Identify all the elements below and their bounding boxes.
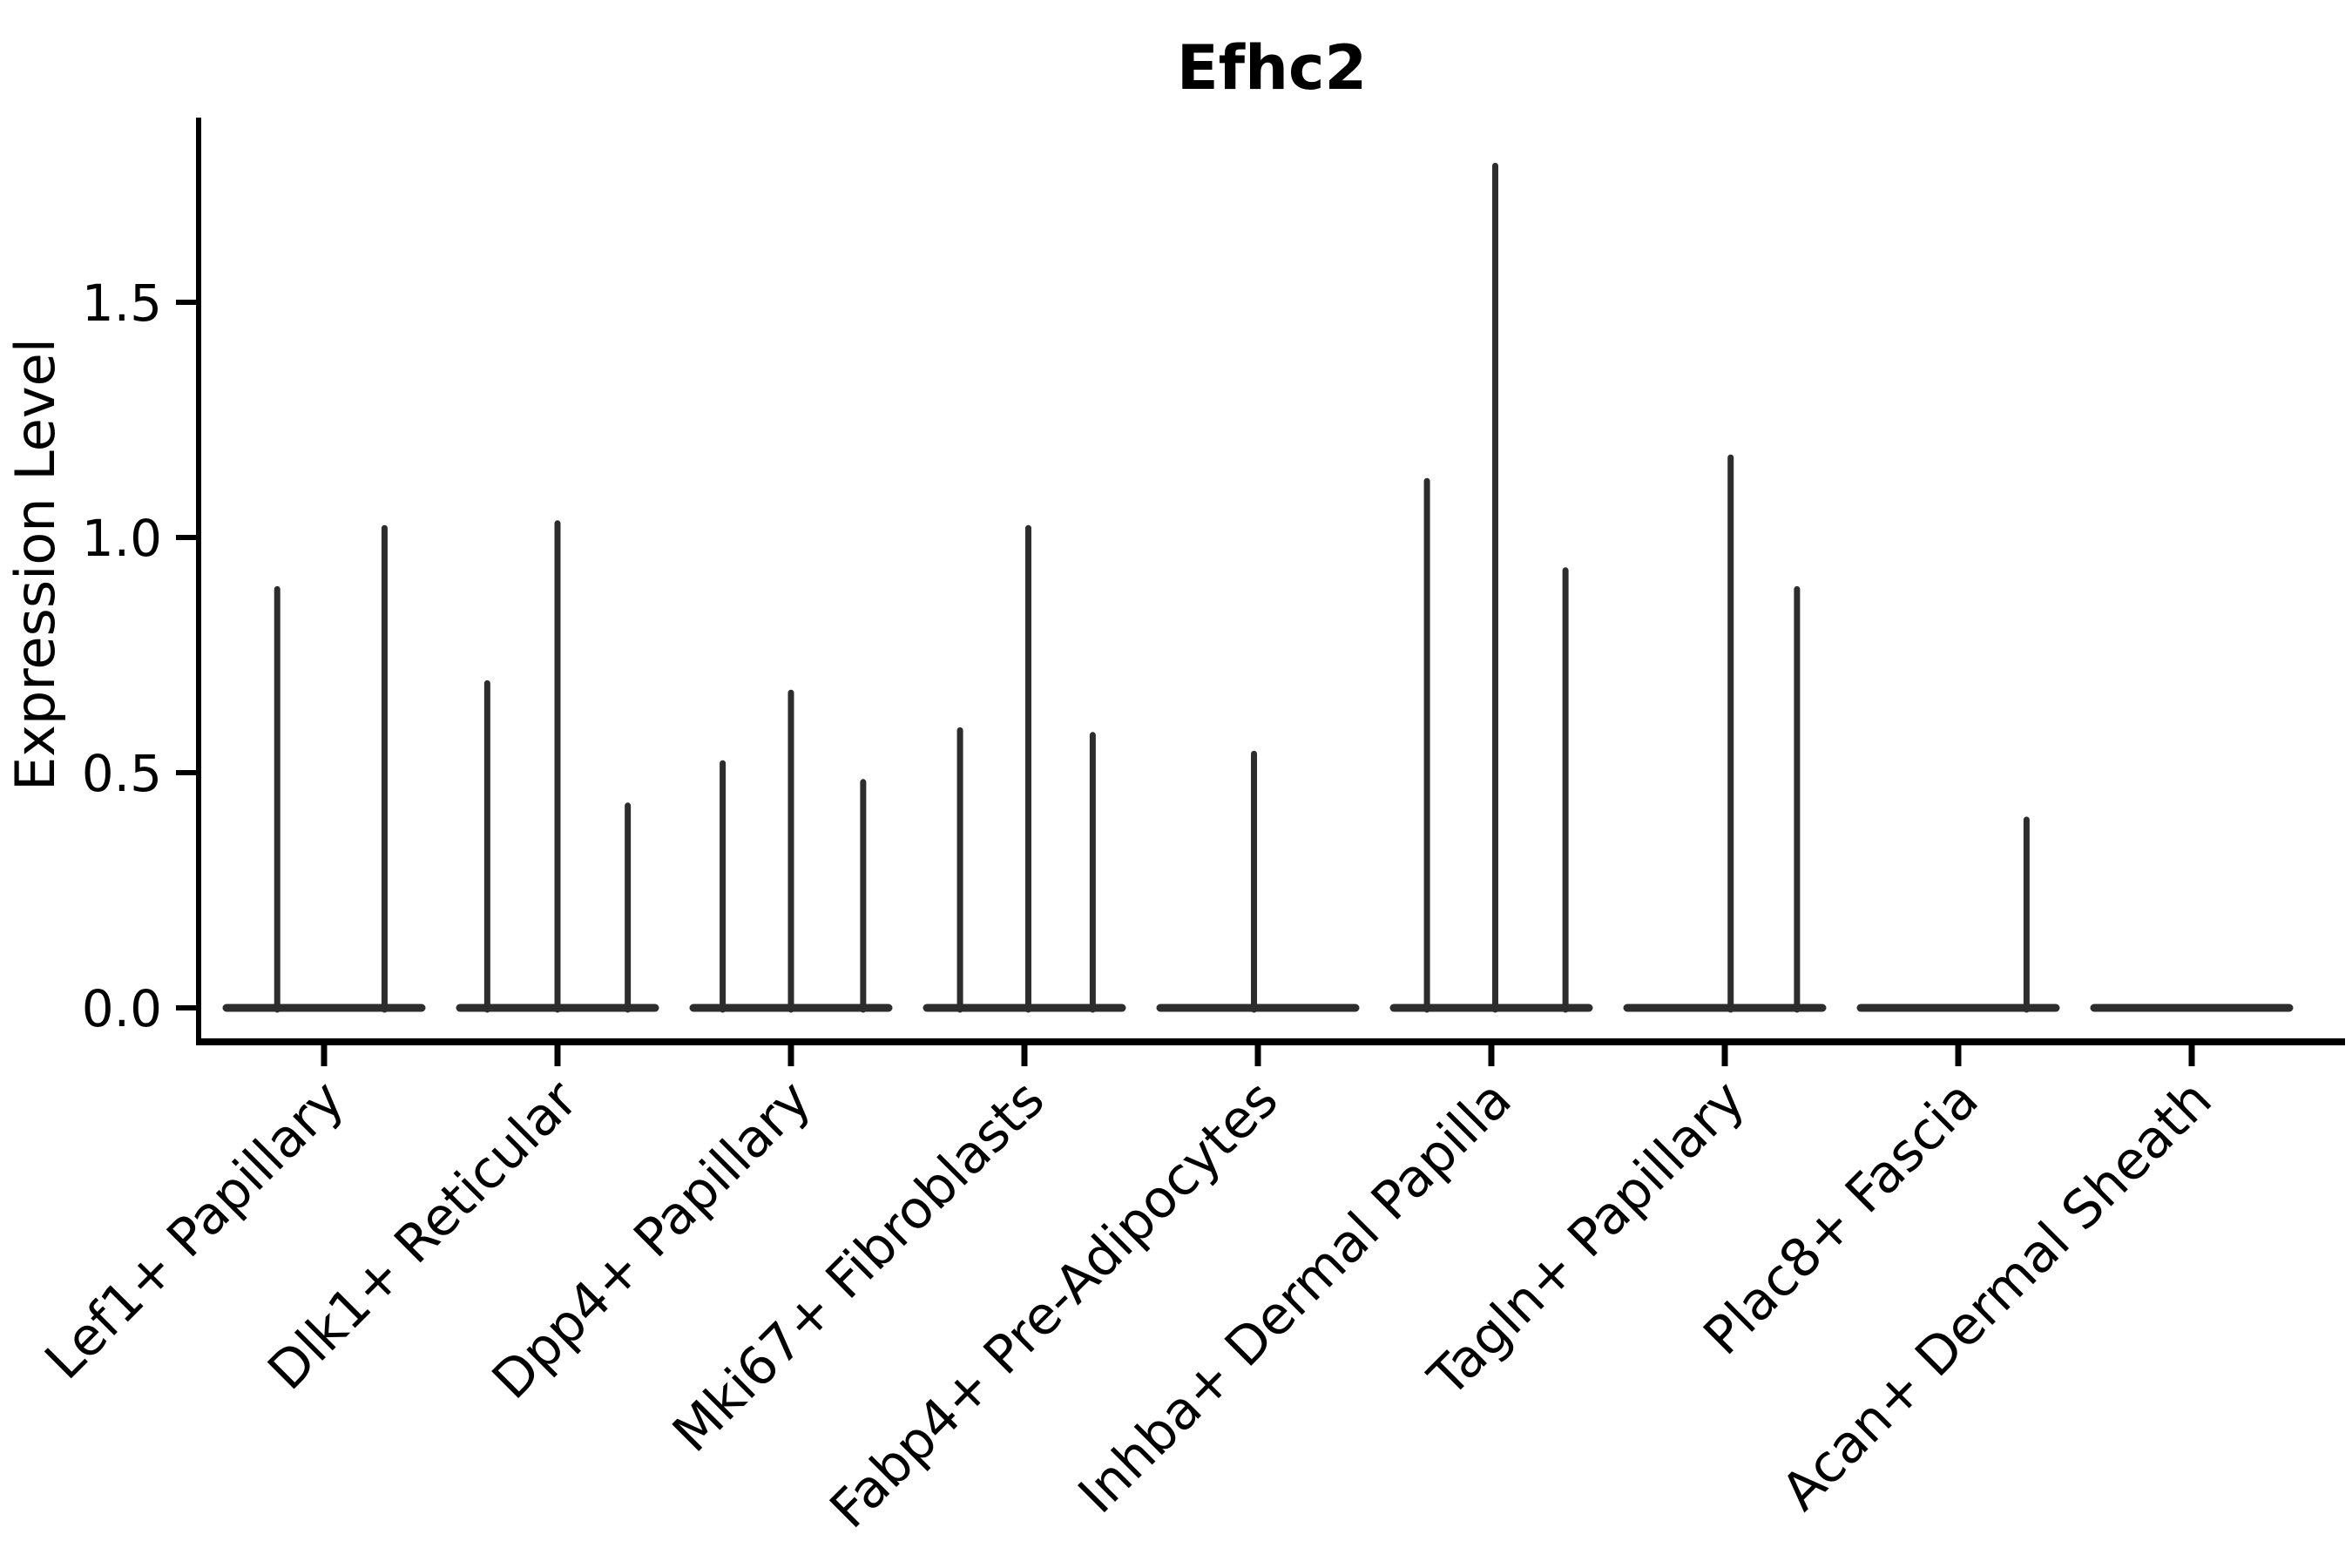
chart-title: Efhc2: [1177, 32, 1367, 104]
y-tick-label: 0.0: [82, 979, 162, 1038]
x-tick-label: Fabp4+ Pre-Adipocytes: [819, 1069, 1290, 1540]
x-tick-label: Inhba+ Dermal Papilla: [1067, 1069, 1524, 1525]
y-axis-label: Expression Level: [3, 338, 67, 791]
y-tick-label: 0.5: [82, 744, 162, 803]
x-tick-label: Acan+ Dermal Sheath: [1770, 1069, 2224, 1523]
y-tick-label: 1.5: [82, 274, 162, 333]
y-tick-label: 1.0: [82, 509, 162, 568]
